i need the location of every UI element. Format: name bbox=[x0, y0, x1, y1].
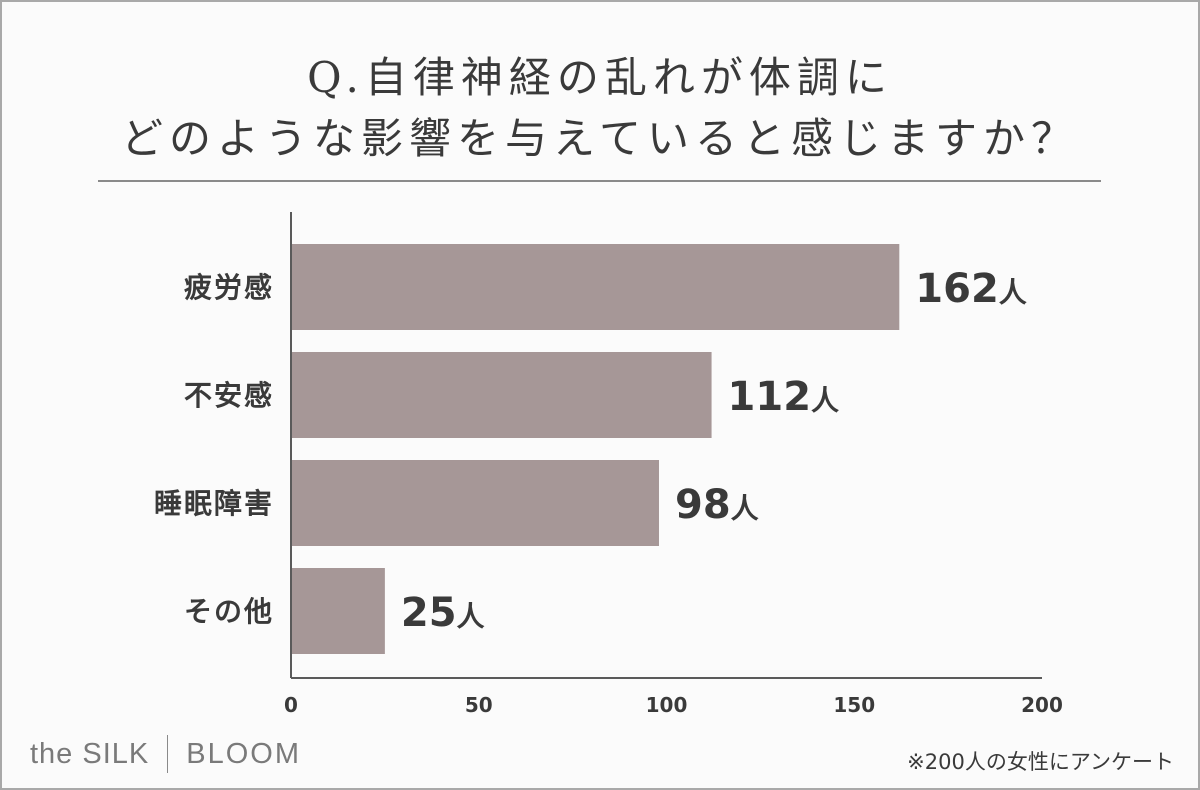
value-label: 162人 bbox=[915, 266, 1027, 312]
x-tick-label: 200 bbox=[1021, 693, 1063, 717]
x-tick-label: 50 bbox=[465, 693, 493, 717]
x-tick-label: 150 bbox=[833, 693, 875, 717]
x-tick-label: 0 bbox=[284, 693, 298, 717]
value-label: 112人 bbox=[728, 374, 840, 420]
brand-name-bloom: BLOOM bbox=[186, 737, 301, 770]
survey-footnote: ※200人の女性にアンケート bbox=[907, 750, 1174, 774]
title-divider bbox=[98, 180, 1101, 182]
category-label: その他 bbox=[184, 595, 274, 628]
bar bbox=[291, 244, 900, 330]
category-label: 不安感 bbox=[184, 379, 274, 412]
brand-separator bbox=[167, 735, 169, 773]
brand-name-silk: the SILK bbox=[30, 737, 150, 770]
category-label: 疲労感 bbox=[184, 271, 274, 304]
chart-title-line-2: どのような影響を与えていると感じますか？ bbox=[121, 114, 1079, 163]
x-tick-label: 100 bbox=[646, 693, 688, 717]
brand-logo: the SILK BLOOM bbox=[30, 735, 301, 773]
value-label: 98人 bbox=[675, 482, 759, 528]
category-label: 睡眠障害 bbox=[154, 487, 274, 520]
value-label: 25人 bbox=[401, 590, 485, 636]
chart-title-line-1: Q.自律神経の乱れが体調に bbox=[307, 53, 893, 102]
bar bbox=[291, 568, 385, 654]
bar bbox=[291, 352, 712, 438]
bar bbox=[291, 460, 659, 546]
